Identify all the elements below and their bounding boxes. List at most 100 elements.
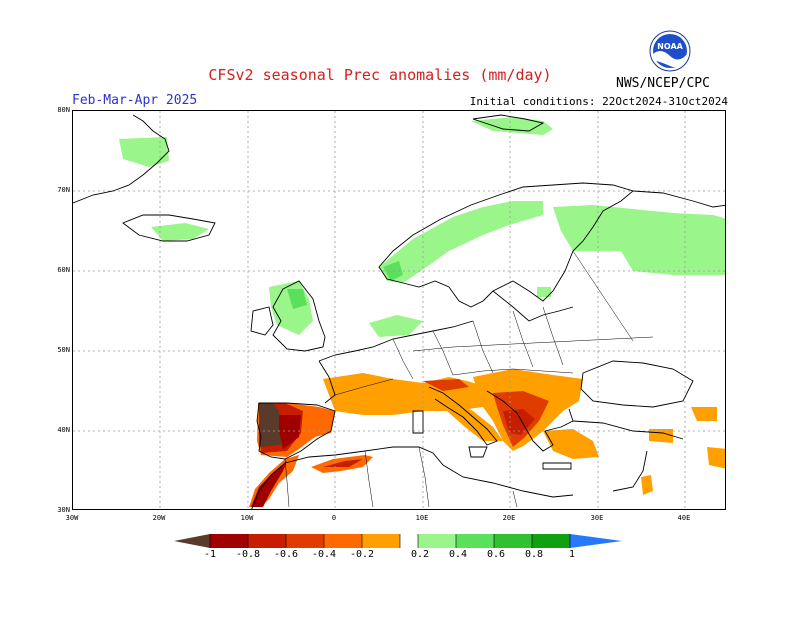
colorbar-svg bbox=[174, 534, 622, 548]
lon-label: 0 bbox=[331, 514, 337, 522]
agency-label: NWS/NCEP/CPC bbox=[616, 76, 710, 91]
anomaly-area-algeria-strong bbox=[323, 459, 363, 467]
anomaly-area-turkey-east bbox=[691, 407, 717, 421]
colorbar-label: -1 bbox=[203, 549, 217, 560]
colorbar-label: 0.4 bbox=[448, 549, 468, 560]
colorbar-label: -0.6 bbox=[273, 549, 299, 560]
initial-conditions-label: Initial conditions: 22Oct2024-31Oct2024 bbox=[469, 95, 728, 108]
coast-greenland bbox=[73, 114, 170, 204]
colorbar-swatch bbox=[248, 534, 286, 548]
coast-turkey bbox=[572, 420, 684, 440]
border bbox=[572, 250, 634, 342]
coast-baltic bbox=[492, 290, 574, 322]
lat-label: 70N bbox=[57, 186, 70, 194]
anomaly-area-aegean bbox=[543, 429, 599, 459]
coast-italy bbox=[428, 386, 498, 446]
coast-black-sea bbox=[580, 360, 694, 408]
border bbox=[512, 490, 518, 508]
colorbar-label: 0.2 bbox=[410, 549, 430, 560]
anomaly-area-iberia-core bbox=[259, 403, 281, 447]
coast-iceland bbox=[122, 214, 216, 242]
border bbox=[412, 336, 654, 352]
map-svg bbox=[73, 111, 725, 509]
colorbar-arrow-low bbox=[174, 534, 210, 548]
colorbar-label: 0.6 bbox=[486, 549, 506, 560]
coast-iberia bbox=[256, 402, 336, 460]
season-label: Feb-Mar-Apr 2025 bbox=[72, 93, 198, 108]
lat-label: 30N bbox=[57, 506, 70, 514]
coast-balkans bbox=[486, 390, 574, 452]
border bbox=[284, 458, 290, 508]
lon-label: 20W bbox=[152, 514, 166, 522]
lon-label: 20E bbox=[502, 514, 516, 522]
coast-sardinia bbox=[412, 410, 424, 434]
colorbar-swatch bbox=[494, 534, 532, 548]
colorbar-swatch bbox=[286, 534, 324, 548]
coastlines bbox=[73, 114, 725, 509]
border bbox=[392, 338, 414, 380]
anomaly-area-caucasus bbox=[707, 447, 725, 469]
colorbar-swatch bbox=[456, 534, 494, 548]
borders bbox=[284, 250, 654, 508]
anomaly-area-south-norway-coast bbox=[369, 315, 423, 337]
colorbar-swatch bbox=[362, 534, 400, 548]
lat-label: 80N bbox=[57, 106, 70, 114]
border bbox=[472, 320, 494, 374]
border bbox=[542, 306, 564, 366]
lon-label: 30W bbox=[65, 514, 79, 522]
colorbar-swatch bbox=[210, 534, 248, 548]
colorbar-label: -0.4 bbox=[311, 549, 337, 560]
border bbox=[512, 310, 534, 368]
colorbar bbox=[170, 533, 630, 553]
colorbar-swatch bbox=[532, 534, 570, 548]
chart-title: CFSv2 seasonal Prec anomalies (mm/day) bbox=[208, 66, 552, 84]
anomaly-area-finland bbox=[537, 287, 551, 297]
lon-label: 10W bbox=[240, 514, 254, 522]
colorbar-label: 1 bbox=[568, 549, 576, 560]
coast-france bbox=[318, 360, 336, 404]
anomaly-area-russia-north bbox=[553, 205, 725, 275]
anomaly-shading bbox=[119, 117, 725, 507]
coast-russia-north bbox=[632, 190, 725, 208]
anomaly-area-southern-france bbox=[323, 373, 513, 415]
anomaly-area-greenland bbox=[119, 137, 169, 167]
border bbox=[364, 450, 374, 508]
noaa-logo: NOAA bbox=[649, 30, 691, 72]
lat-label: 40N bbox=[57, 426, 70, 434]
lat-label: 50N bbox=[57, 346, 70, 354]
border bbox=[432, 330, 454, 376]
anomaly-area-norway bbox=[379, 201, 543, 283]
lat-label: 60N bbox=[57, 266, 70, 274]
anomaly-area-iberia-red bbox=[279, 415, 301, 449]
coast-north-africa bbox=[251, 446, 574, 509]
colorbar-swatch bbox=[400, 534, 418, 548]
colorbar-label: 0.8 bbox=[524, 549, 544, 560]
coast-ireland bbox=[250, 306, 274, 336]
anomaly-area-scotland-strong bbox=[287, 289, 307, 309]
anomaly-area-morocco-strong bbox=[251, 461, 287, 507]
colorbar-swatch bbox=[324, 534, 362, 548]
colorbar-swatch bbox=[418, 534, 456, 548]
colorbar-label: -0.8 bbox=[235, 549, 261, 560]
anomaly-area-greece-core bbox=[503, 409, 535, 435]
map-panel bbox=[72, 110, 726, 510]
anomaly-area-iceland bbox=[151, 223, 209, 241]
coast-levant bbox=[612, 450, 648, 492]
border bbox=[334, 378, 394, 396]
graticule bbox=[73, 111, 725, 509]
anomaly-area-svalbard bbox=[471, 117, 553, 135]
border bbox=[418, 446, 430, 508]
anomaly-area-italy bbox=[433, 401, 503, 441]
lon-label: 10E bbox=[415, 514, 429, 522]
border bbox=[452, 368, 574, 376]
lon-label: 30E bbox=[590, 514, 604, 522]
coast-crete bbox=[542, 462, 572, 470]
coast-svalbard bbox=[472, 114, 545, 132]
anomaly-area-levant bbox=[641, 475, 653, 495]
colorbar-arrow-high bbox=[570, 534, 622, 548]
coast-sicily bbox=[468, 446, 488, 458]
anomaly-area-north-italy-strong bbox=[423, 379, 469, 391]
colorbar-label: -0.2 bbox=[349, 549, 375, 560]
lon-label: 40E bbox=[677, 514, 691, 522]
logo-text: NOAA bbox=[657, 42, 683, 51]
